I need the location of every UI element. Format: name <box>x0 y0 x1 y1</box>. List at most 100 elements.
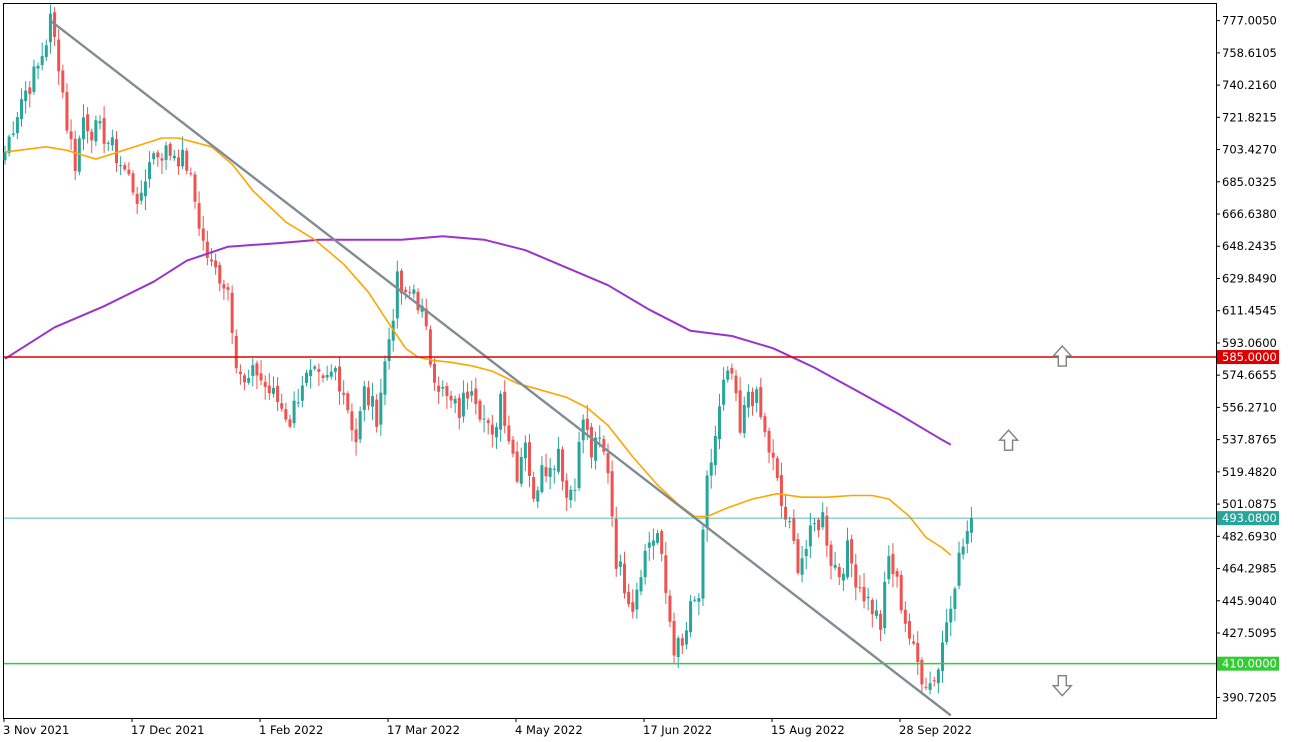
bull-candle <box>957 552 961 586</box>
bull-candle <box>119 165 123 167</box>
bull-candle <box>358 411 362 440</box>
x-tick-label: 28 Sep 2022 <box>899 723 972 737</box>
y-axis: 777.0050 758.6105 740.2160 721.8215 703.4270… <box>1216 14 1277 704</box>
bull-candle <box>755 389 759 403</box>
bull-candle <box>40 56 44 66</box>
bull-candle <box>48 13 52 43</box>
bear-candle <box>428 329 432 365</box>
bull-candle <box>304 372 308 384</box>
y-tick-label: 629.8490 <box>1222 271 1277 285</box>
bear-candle <box>366 387 370 406</box>
bull-candle <box>44 45 48 58</box>
bear-candle <box>614 519 618 569</box>
bull-candle <box>701 529 705 599</box>
bull-candle <box>379 392 383 425</box>
bear-candle <box>346 393 350 411</box>
bear-candle <box>825 515 829 546</box>
bear-candle <box>858 587 862 589</box>
y-tick-label: 611.4545 <box>1222 304 1277 318</box>
bear-candle <box>544 467 548 477</box>
bull-candle <box>804 548 808 557</box>
x-axis: 3 Nov 2021 17 Dec 2021 1 Feb 2022 17 Mar 20… <box>3 718 972 737</box>
bear-candle <box>399 270 403 294</box>
y-tick-label: 648.2435 <box>1222 239 1277 253</box>
bull-candle <box>164 145 168 160</box>
bull-candle <box>106 142 110 144</box>
bear-candle <box>631 602 635 612</box>
y-tick-label: 427.5095 <box>1222 626 1277 640</box>
bear-candle <box>234 335 238 369</box>
bull-candle <box>536 490 540 502</box>
bull-candle <box>292 400 296 424</box>
bear-candle <box>86 114 90 132</box>
bull-candle <box>833 564 837 568</box>
bear-candle <box>792 518 796 541</box>
bull-candle <box>296 402 300 404</box>
bull-candle <box>271 387 275 394</box>
bear-candle <box>321 375 325 379</box>
bear-candle <box>193 174 197 202</box>
bull-candle <box>519 456 523 484</box>
bull-candle <box>709 462 713 476</box>
bear-candle <box>354 429 358 443</box>
y-tick-label: 556.2710 <box>1222 400 1277 414</box>
bear-candle <box>589 427 593 458</box>
bear-candle <box>276 385 280 403</box>
bull-candle <box>362 386 366 410</box>
bull-candle <box>148 162 152 179</box>
bull-candle <box>651 540 655 546</box>
bull-candle <box>552 468 556 470</box>
bear-candle <box>437 385 441 392</box>
bear-candle <box>457 397 461 419</box>
bear-candle <box>73 138 77 171</box>
bull-candle <box>24 90 28 102</box>
bear-candle <box>466 391 470 399</box>
bear-candle <box>511 439 515 454</box>
bear-candle <box>561 449 565 482</box>
bull-candle <box>110 137 114 146</box>
bull-candle <box>7 136 11 154</box>
bull-candle <box>325 374 329 378</box>
bear-candle <box>891 553 895 575</box>
y-tick-label: 777.0050 <box>1222 14 1277 28</box>
bear-candle <box>342 392 346 395</box>
y-tick-label: 482.6930 <box>1222 529 1277 543</box>
bull-candle <box>494 427 498 438</box>
bear-candle <box>817 519 821 531</box>
bear-candle <box>57 39 61 72</box>
current-price-tag-label: 493.0800 <box>1222 511 1277 525</box>
bear-candle <box>375 399 379 427</box>
bear-candle <box>903 609 907 624</box>
bear-candle <box>610 471 614 517</box>
bear-candle <box>916 642 920 663</box>
bull-candle <box>874 610 878 616</box>
bull-candle <box>383 361 387 395</box>
bull-candle <box>726 370 730 380</box>
bull-candle <box>713 435 717 466</box>
bear-candle <box>284 409 288 420</box>
bull-candle <box>309 369 313 377</box>
bear-candle <box>218 264 222 284</box>
bear-candle <box>350 411 354 431</box>
bull-candle <box>821 512 825 528</box>
bull-candle <box>313 366 317 369</box>
bear-candle <box>280 403 284 409</box>
bear-candle <box>243 375 247 383</box>
bull-candle <box>152 153 156 160</box>
bull-candle <box>965 530 969 544</box>
bear-candle <box>156 152 160 158</box>
bear-candle <box>416 291 420 311</box>
bull-candle <box>371 396 375 407</box>
bull-candle <box>395 271 399 319</box>
bear-candle <box>214 260 218 268</box>
bull-candle <box>928 683 932 690</box>
bear-candle <box>912 641 916 644</box>
bear-candle <box>408 292 412 294</box>
y-tick-label: 537.8765 <box>1222 433 1277 447</box>
bear-candle <box>404 289 408 292</box>
bull-candle <box>461 392 465 417</box>
bull-candle <box>3 152 7 161</box>
bear-candle <box>317 368 321 372</box>
bull-candle <box>635 589 639 610</box>
y-tick-label: 445.9040 <box>1222 594 1277 608</box>
